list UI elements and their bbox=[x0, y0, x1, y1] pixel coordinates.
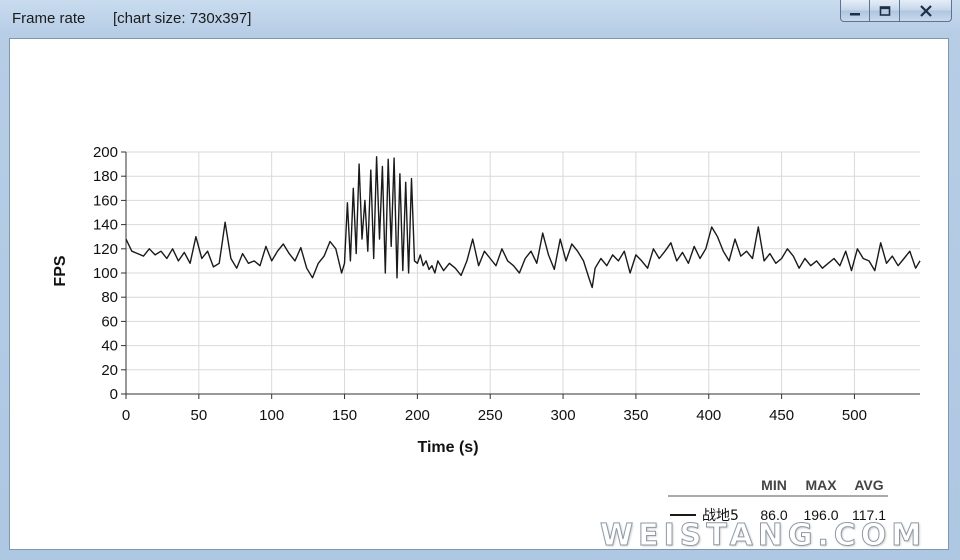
x-tick-label: 0 bbox=[122, 407, 130, 424]
y-axis-label: FPS bbox=[52, 255, 69, 286]
x-tick-label: 350 bbox=[623, 407, 648, 424]
x-tick-label: 300 bbox=[551, 407, 576, 424]
legend-avg-value: 117.1 bbox=[852, 507, 886, 523]
series-line-bf5 bbox=[125, 156, 921, 289]
chart-size-label: [chart size: 730x397] bbox=[113, 10, 252, 27]
legend-series-name: 战地5 bbox=[702, 508, 739, 524]
maximize-button[interactable] bbox=[870, 0, 900, 22]
y-tick-label: 160 bbox=[93, 192, 118, 209]
minimize-button[interactable] bbox=[840, 0, 870, 22]
y-tick-label: 200 bbox=[93, 144, 118, 161]
x-tick-label: 250 bbox=[478, 407, 503, 424]
maximize-icon bbox=[879, 5, 890, 16]
legend-header-max: MAX bbox=[805, 477, 837, 493]
legend-max-value: 196.0 bbox=[803, 507, 838, 523]
y-tick-label: 120 bbox=[93, 241, 118, 258]
y-tick-label: 20 bbox=[101, 362, 118, 379]
x-tick-label: 100 bbox=[259, 407, 284, 424]
x-tick-label: 50 bbox=[191, 407, 208, 424]
legend-min-value: 86.0 bbox=[760, 507, 787, 523]
legend-header-min: MIN bbox=[761, 477, 787, 493]
close-icon bbox=[919, 4, 932, 17]
y-tick-label: 100 bbox=[93, 265, 118, 282]
watermark: WEISTANG.COM bbox=[599, 518, 927, 554]
x-tick-label: 200 bbox=[405, 407, 430, 424]
x-tick-label: 150 bbox=[332, 407, 357, 424]
x-tick-label: 400 bbox=[696, 407, 721, 424]
y-tick-label: 40 bbox=[101, 338, 118, 355]
title-bar[interactable]: Frame rate [chart size: 730x397] bbox=[0, 0, 960, 38]
x-tick-label: 450 bbox=[769, 407, 794, 424]
close-button[interactable] bbox=[900, 0, 952, 22]
minimize-icon bbox=[850, 12, 860, 15]
y-tick-label: 80 bbox=[101, 289, 118, 306]
x-tick-label: 500 bbox=[842, 407, 867, 424]
chart-area bbox=[9, 38, 949, 550]
x-axis-label: Time (s) bbox=[417, 439, 478, 456]
window-controls bbox=[840, 0, 952, 22]
y-tick-label: 140 bbox=[93, 217, 118, 234]
y-tick-label: 0 bbox=[110, 386, 118, 403]
window-title: Frame rate bbox=[12, 10, 86, 27]
y-tick-label: 180 bbox=[93, 168, 118, 185]
legend-header-avg: AVG bbox=[854, 477, 883, 493]
y-tick-label: 60 bbox=[101, 313, 118, 330]
